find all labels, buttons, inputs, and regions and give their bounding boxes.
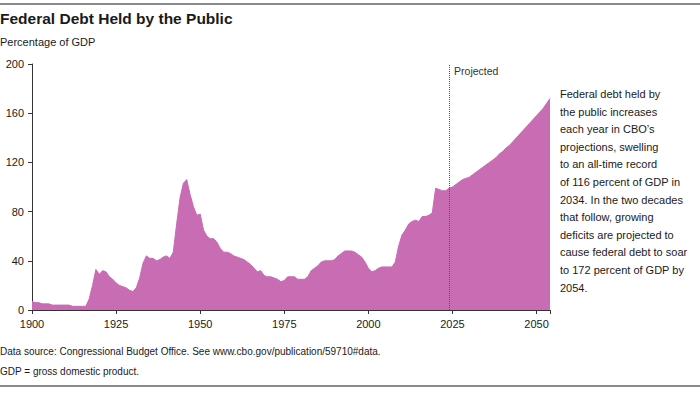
svg-text:160: 160 — [6, 107, 24, 119]
svg-text:2000: 2000 — [356, 318, 380, 330]
svg-text:1975: 1975 — [272, 318, 296, 330]
html-text:Percentage of GDP: Percentage of GDP — [0, 36, 96, 48]
svg-text:80: 80 — [12, 206, 24, 218]
svg-text:1900: 1900 — [20, 318, 44, 330]
svg-text:2025: 2025 — [440, 318, 464, 330]
svg-text:1950: 1950 — [188, 318, 212, 330]
svg-text:40: 40 — [12, 255, 24, 267]
svg-text:1925: 1925 — [104, 318, 128, 330]
svg-text:2050: 2050 — [524, 318, 548, 330]
svg-text:Projected: Projected — [454, 65, 499, 77]
html-text:GDP = gross domestic product.: GDP = gross domestic product. — [0, 366, 139, 377]
svg-text:0: 0 — [18, 304, 24, 316]
html-text:Federal debt held by the publi: Federal debt held by the public increase… — [560, 88, 688, 294]
html-text:Data source: Congressional Bud: Data source: Congressional Budget Office… — [0, 346, 381, 357]
svg-text:120: 120 — [6, 156, 24, 168]
html-text:Federal Debt Held by the Publi: Federal Debt Held by the Public — [0, 10, 233, 27]
svg-text:200: 200 — [6, 58, 24, 70]
